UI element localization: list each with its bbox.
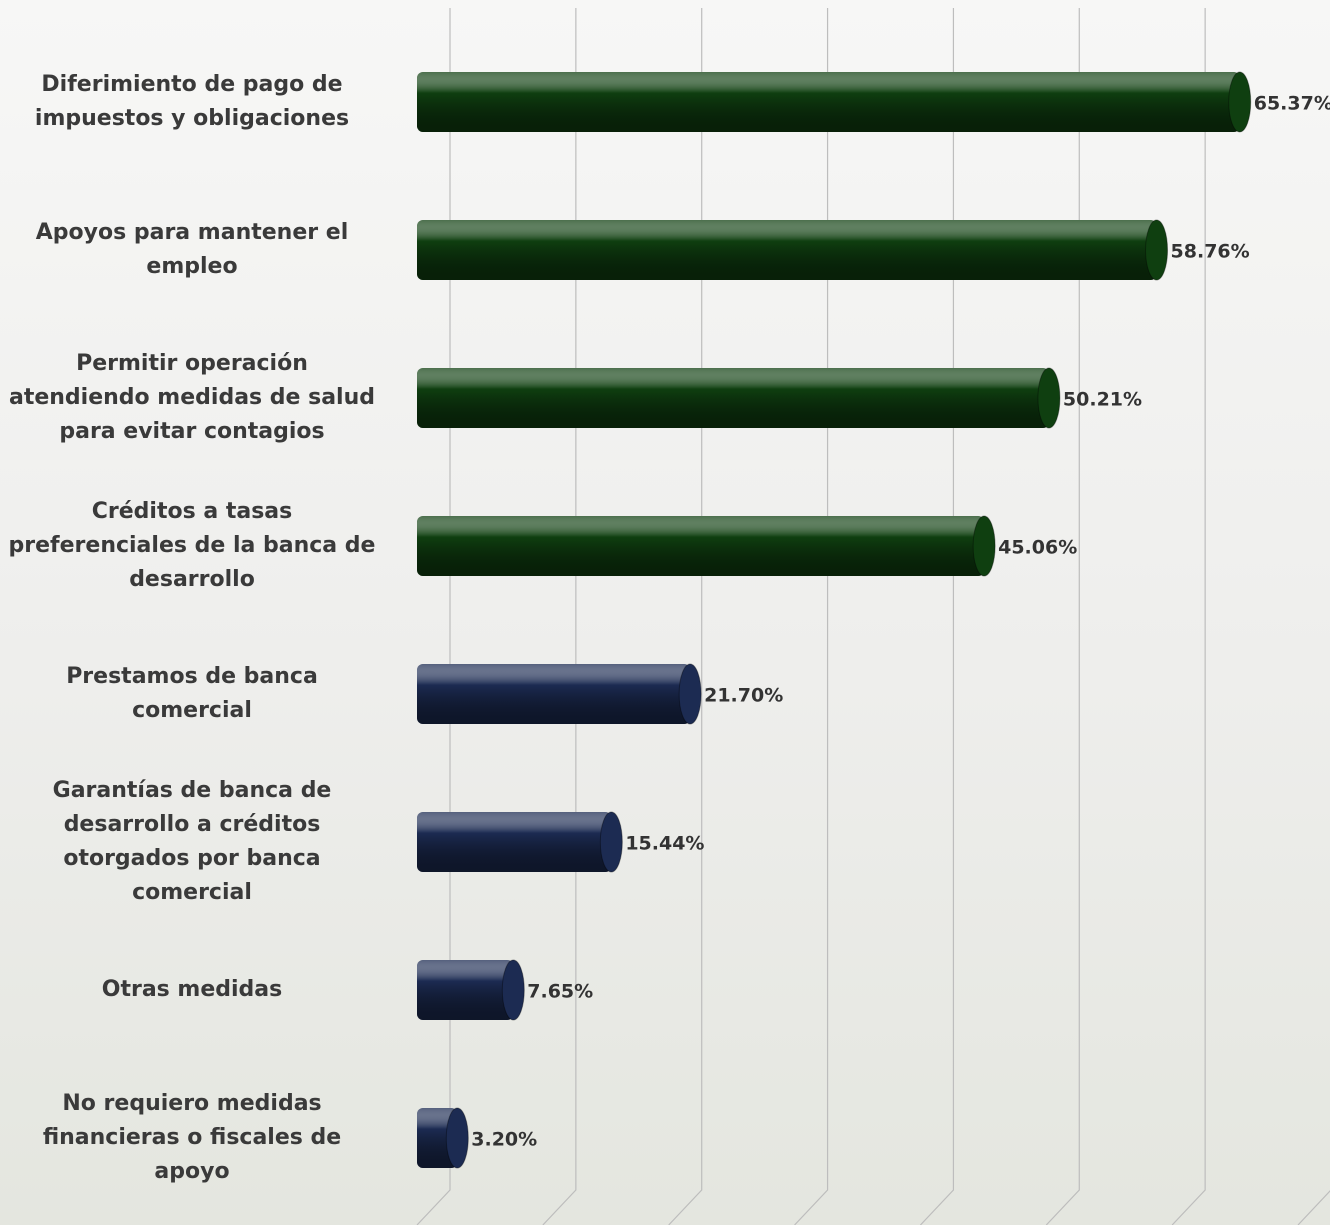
category-label: Garantías de banca de desarrollo a crédi… — [6, 774, 378, 910]
grid-line — [1046, 8, 1079, 1225]
bar-shade — [417, 664, 690, 724]
bar-shade — [417, 516, 984, 576]
value-label: 7.65% — [527, 981, 593, 1003]
bar-cap — [973, 516, 995, 576]
value-label: 15.44% — [625, 833, 704, 855]
bar-cap — [1229, 72, 1251, 132]
bar — [417, 368, 1060, 428]
value-label: 45.06% — [998, 537, 1077, 559]
grid-line — [1298, 8, 1330, 1225]
bar-cap — [1146, 220, 1168, 280]
value-label: 21.70% — [704, 685, 783, 707]
grid-line — [543, 8, 576, 1225]
bar — [417, 1108, 468, 1168]
category-label: Apoyos para mantener el empleo — [6, 216, 378, 284]
category-label: Diferimiento de pago de impuestos y obli… — [6, 68, 378, 136]
bar — [417, 220, 1168, 280]
bar-shade — [417, 812, 611, 872]
grid-line — [1172, 8, 1205, 1225]
value-label: 58.76% — [1171, 241, 1250, 263]
bar — [417, 960, 524, 1020]
bar-cap — [600, 812, 622, 872]
bar-shade — [417, 960, 513, 1020]
bar — [417, 516, 995, 576]
bar-shade — [417, 72, 1240, 132]
category-label: Créditos a tasas preferenciales de la ba… — [6, 495, 378, 597]
value-label: 3.20% — [471, 1129, 537, 1151]
bar — [417, 812, 622, 872]
chart: 65.37% 58.76% 50.21% 45.06% 21.70% 15.44% 7.65… — [0, 0, 1330, 1225]
category-label: Otras medidas — [6, 973, 378, 1007]
bar-cap — [502, 960, 524, 1020]
bar-cap — [1038, 368, 1060, 428]
grid-line — [669, 8, 702, 1225]
category-label: Permitir operación atendiendo medidas de… — [6, 347, 378, 449]
bar — [417, 664, 701, 724]
grid-line — [920, 8, 953, 1225]
grid-line — [795, 8, 828, 1225]
bar-shade — [417, 220, 1157, 280]
value-label: 65.37% — [1254, 93, 1330, 115]
bar — [417, 72, 1251, 132]
value-label: 50.21% — [1063, 389, 1142, 411]
plot: 65.37% 58.76% 50.21% 45.06% 21.70% 15.44% 7.65… — [0, 0, 1330, 1225]
grid-line — [417, 8, 450, 1225]
bar-cap — [679, 664, 701, 724]
bar-cap — [446, 1108, 468, 1168]
category-label: No requiero medidas financieras o fiscal… — [6, 1087, 378, 1189]
category-label: Prestamos de banca comercial — [6, 660, 378, 728]
bar-shade — [417, 368, 1049, 428]
